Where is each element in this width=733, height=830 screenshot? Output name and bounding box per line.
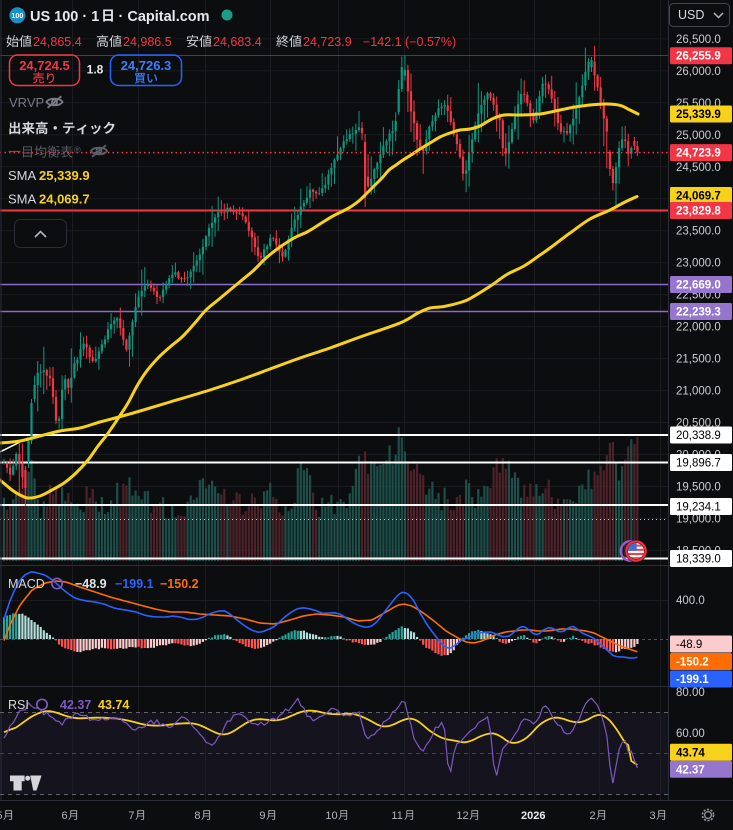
svg-text:400.0: 400.0 xyxy=(676,595,705,607)
svg-text:24,500.0: 24,500.0 xyxy=(676,162,721,174)
svg-text:22,669.0: 22,669.0 xyxy=(676,280,721,292)
svg-text:10: 10 xyxy=(325,810,337,822)
svg-text:43.74: 43.74 xyxy=(98,698,129,712)
svg-text:USD: USD xyxy=(678,8,704,22)
svg-text:-48.9: -48.9 xyxy=(676,639,702,651)
svg-text:7: 7 xyxy=(128,810,134,822)
svg-text:SMA: SMA xyxy=(8,192,37,207)
svg-text:1.8: 1.8 xyxy=(87,63,104,77)
svg-text:-150.2: -150.2 xyxy=(676,657,709,669)
svg-text:23,829.8: 23,829.8 xyxy=(676,206,721,218)
svg-text:24,723.9: 24,723.9 xyxy=(676,148,721,160)
svg-text:23,500.0: 23,500.0 xyxy=(676,226,721,238)
svg-text:3: 3 xyxy=(650,810,656,822)
svg-text:24,069.7: 24,069.7 xyxy=(39,192,90,207)
svg-text:22,239.3: 22,239.3 xyxy=(676,307,721,319)
svg-text:6: 6 xyxy=(62,810,68,822)
svg-text:60.00: 60.00 xyxy=(676,728,705,740)
svg-text:5: 5 xyxy=(0,810,3,822)
svg-text:24,986.5: 24,986.5 xyxy=(123,35,172,49)
svg-text:19,500.0: 19,500.0 xyxy=(676,481,721,493)
svg-text:−142.1 (−0.57%): −142.1 (−0.57%) xyxy=(363,35,456,49)
svg-text:2026: 2026 xyxy=(521,810,545,822)
svg-text:24,726.3: 24,726.3 xyxy=(121,58,172,73)
svg-text:8: 8 xyxy=(194,810,200,822)
svg-text:80.00: 80.00 xyxy=(676,687,705,699)
svg-text:43.74: 43.74 xyxy=(676,747,705,759)
svg-text:SMA: SMA xyxy=(8,168,37,183)
svg-text:25,339.9: 25,339.9 xyxy=(39,168,90,183)
svg-text:25,339.9: 25,339.9 xyxy=(676,109,721,121)
svg-text:26,255.9: 26,255.9 xyxy=(676,51,721,63)
svg-text:MACD: MACD xyxy=(8,577,45,591)
svg-text:RSI: RSI xyxy=(8,698,29,712)
svg-text:19,896.7: 19,896.7 xyxy=(676,458,721,470)
svg-text:24,683.4: 24,683.4 xyxy=(213,35,262,49)
svg-text:24,069.7: 24,069.7 xyxy=(676,191,721,203)
svg-text:24,723.9: 24,723.9 xyxy=(303,35,352,49)
svg-text:20,338.9: 20,338.9 xyxy=(676,430,721,442)
svg-text:21,500.0: 21,500.0 xyxy=(676,354,721,366)
svg-text:26,000.0: 26,000.0 xyxy=(676,66,721,78)
svg-text:25,000.0: 25,000.0 xyxy=(676,130,721,142)
svg-text:VRVP: VRVP xyxy=(9,95,44,110)
svg-text:100: 100 xyxy=(11,11,23,20)
svg-text:2: 2 xyxy=(590,810,596,822)
svg-text:· Capital.com: · Capital.com xyxy=(119,9,210,25)
svg-text:−199.1: −199.1 xyxy=(115,577,154,591)
svg-text:US 100 · 1: US 100 · 1 xyxy=(30,9,99,25)
svg-text:42.37: 42.37 xyxy=(60,698,91,712)
svg-text:12: 12 xyxy=(456,810,468,822)
svg-text:22,000.0: 22,000.0 xyxy=(676,322,721,334)
svg-text:24,724.5: 24,724.5 xyxy=(19,58,70,73)
svg-text:−150.2: −150.2 xyxy=(160,577,199,591)
svg-text:26,500.0: 26,500.0 xyxy=(676,34,721,46)
svg-text:18,339.0: 18,339.0 xyxy=(676,554,721,566)
svg-text:42.37: 42.37 xyxy=(676,764,705,776)
svg-text:24,865.4: 24,865.4 xyxy=(33,35,82,49)
svg-text:−48.9: −48.9 xyxy=(75,577,107,591)
svg-text:-199.1: -199.1 xyxy=(676,674,709,686)
svg-text:®: ® xyxy=(74,145,81,155)
svg-text:23,000.0: 23,000.0 xyxy=(676,258,721,270)
svg-text:19,234.1: 19,234.1 xyxy=(676,502,721,514)
svg-text:19,000.0: 19,000.0 xyxy=(676,513,721,525)
svg-text:21,000.0: 21,000.0 xyxy=(676,386,721,398)
svg-text:11: 11 xyxy=(391,810,402,822)
svg-text:9: 9 xyxy=(259,810,265,822)
